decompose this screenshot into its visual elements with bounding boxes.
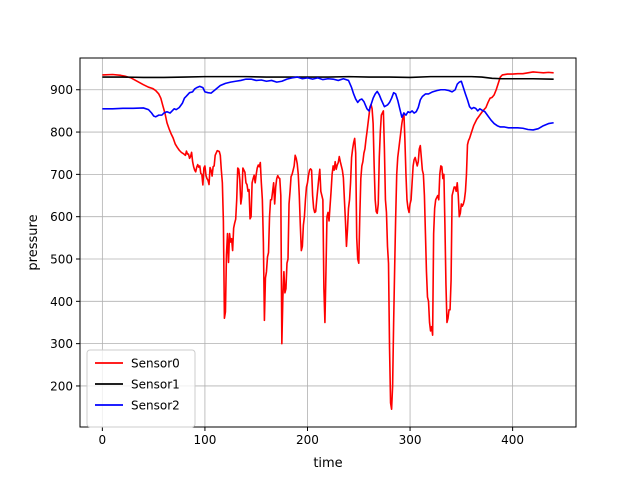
y-tick-label: 800 [50,126,73,140]
y-tick-label: 900 [50,83,73,97]
series-line-sensor1 [102,75,554,80]
series-line-sensor2 [102,76,554,131]
x-tick-label: 400 [501,433,524,447]
legend-box [86,349,196,428]
y-axis-label: pressure [26,214,41,270]
y-tick-label: 500 [50,253,73,267]
y-tick-label: 400 [50,295,73,309]
legend-label: Sensor0 [131,357,180,371]
y-tick-label: 200 [50,379,73,393]
y-tick-label: 600 [50,210,73,224]
x-tick-label: 300 [399,433,422,447]
y-tick-label: 700 [50,168,73,182]
x-axis-label: time [313,456,342,471]
plot-frame [79,57,577,428]
legend-label: Sensor1 [131,378,180,392]
x-tick-label: 0 [99,433,107,447]
y-tick-label: 300 [50,337,73,351]
axis-ticks: 0 100 200 300 400 200 300 400 500 600 700 800 900 [50,83,524,447]
series-line-sensor0 [102,71,554,411]
legend-label: Sensor2 [131,399,180,413]
legend: Sensor0 Sensor1 Sensor2 [86,349,196,428]
series-group [102,71,554,411]
x-tick-label: 100 [193,433,216,447]
x-tick-label: 200 [296,433,319,447]
